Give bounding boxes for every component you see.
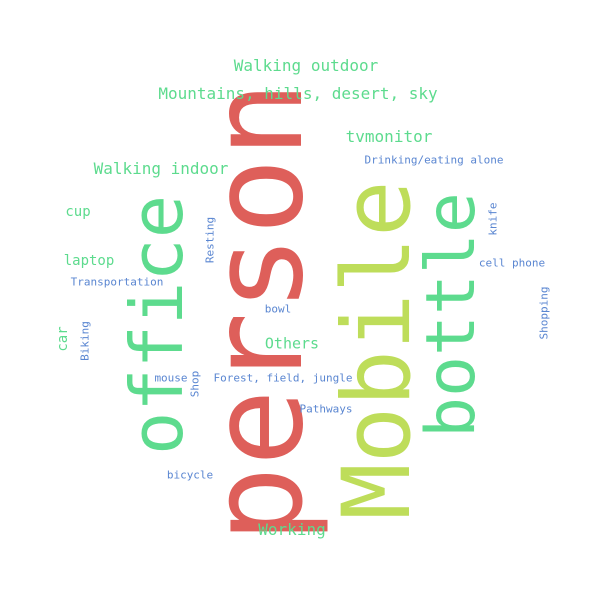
word-shop: Shop	[188, 370, 202, 398]
word-bottle: bottle	[412, 192, 491, 438]
word-bowl: bowl	[264, 302, 292, 316]
word-others: Others	[264, 334, 320, 353]
word-tvmonitor: tvmonitor	[345, 127, 433, 146]
word-bicycle: bicycle	[166, 468, 214, 482]
word-shopping: Shopping	[537, 286, 551, 340]
word-person: person	[183, 80, 332, 544]
word-cell-phone: cell phone	[478, 256, 546, 270]
word-office: office	[115, 194, 199, 456]
word-knife: knife	[486, 202, 500, 236]
word-mobile: Mobile	[323, 180, 432, 520]
word-walking-outdoor: Walking outdoor	[233, 56, 379, 75]
word-car: car	[55, 326, 71, 352]
word-walking-indoor: Walking indoor	[93, 159, 229, 178]
word-mouse: mouse	[154, 371, 188, 385]
word-laptop: laptop	[63, 253, 115, 269]
word-biking: Biking	[78, 321, 92, 361]
word-cup: cup	[65, 204, 91, 220]
word-mountains: Mountains, hills, desert, sky	[158, 84, 438, 103]
word-drinking: Drinking/eating alone	[364, 153, 504, 167]
word-forest: Forest, field, jungle	[213, 371, 353, 385]
word-working: Working	[258, 520, 326, 539]
word-pathways: Pathways	[299, 402, 353, 416]
word-resting: Resting	[203, 216, 217, 264]
word-transportation: Transportation	[70, 275, 164, 289]
